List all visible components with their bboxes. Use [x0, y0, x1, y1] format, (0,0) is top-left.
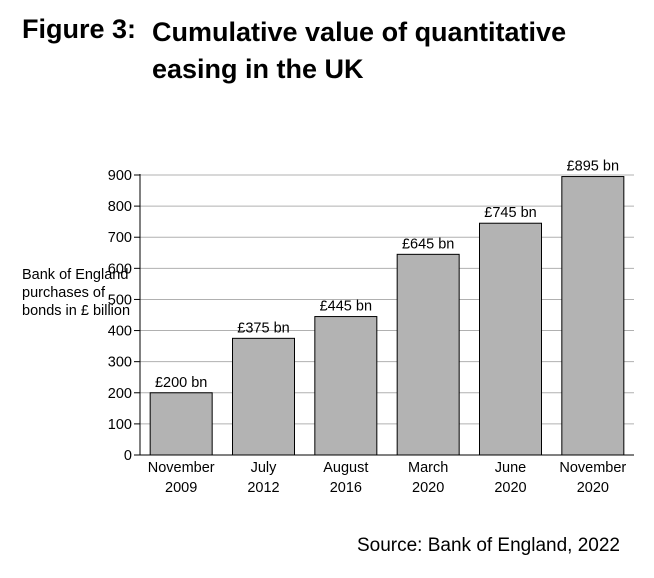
x-tick-label: November 2009 [148, 460, 215, 496]
x-tick-label-line: 2020 [412, 480, 444, 496]
x-tick-label: August 2016 [323, 460, 368, 496]
bar [479, 222, 542, 456]
x-tick-label-line: November [559, 460, 626, 476]
y-tick-label: 400 [108, 324, 132, 340]
data-label: £645 bn [402, 236, 454, 252]
data-label: £445 bn [320, 299, 372, 315]
x-tick-label-line: November [148, 460, 215, 476]
axes [134, 174, 634, 456]
x-tick-label-line: 2012 [247, 480, 279, 496]
data-label: £375 bn [237, 320, 289, 336]
x-tick-label-line: July [251, 460, 278, 476]
bars [149, 176, 625, 456]
data-label: £745 bn [484, 205, 536, 221]
bar [232, 337, 295, 456]
bar [396, 253, 460, 456]
x-tick-label: March 2020 [408, 460, 448, 496]
x-tick-label-line: 2016 [330, 480, 362, 496]
x-tick-label-line: 2009 [165, 480, 197, 496]
figure-label: Figure 3: [22, 14, 137, 44]
y-tick-label: 300 [108, 355, 132, 371]
y-tick-label: 0 [124, 448, 132, 464]
y-tick-label: 600 [108, 261, 132, 277]
x-tick-label-line: June [495, 460, 526, 476]
y-tick-label: 200 [108, 386, 132, 402]
source-note: Source: Bank of England, 2022 [356, 535, 620, 556]
x-tick-label: July 2012 [247, 460, 279, 496]
data-label: £200 bn [155, 375, 207, 391]
y-axis-label: Bank of England purchases of bonds in £ … [22, 267, 131, 319]
x-tick-label: June 2020 [494, 460, 526, 496]
x-tick-label-line: 2020 [494, 480, 526, 496]
y-tick-label: 800 [108, 199, 132, 215]
y-tick-label: 500 [108, 292, 132, 308]
y-tick-label: 700 [108, 230, 132, 246]
y-tick-label: 900 [108, 168, 132, 184]
labels: 0 100 200 300 400 500 600 700 800 900 £200 bn Novem… [108, 159, 627, 496]
x-tick-label: November 2020 [559, 460, 626, 496]
data-label: £895 bn [567, 159, 619, 175]
x-tick-label-line: 2020 [577, 480, 609, 496]
x-tick-label-line: March [408, 460, 448, 476]
gridlines [140, 174, 634, 425]
bar [314, 316, 378, 456]
bar [149, 392, 213, 456]
bar [561, 176, 625, 456]
y-tick-label: 100 [108, 417, 132, 433]
chart-title: Cumulative value of quantitative easing … [152, 17, 567, 84]
x-tick-label-line: August [323, 460, 368, 476]
